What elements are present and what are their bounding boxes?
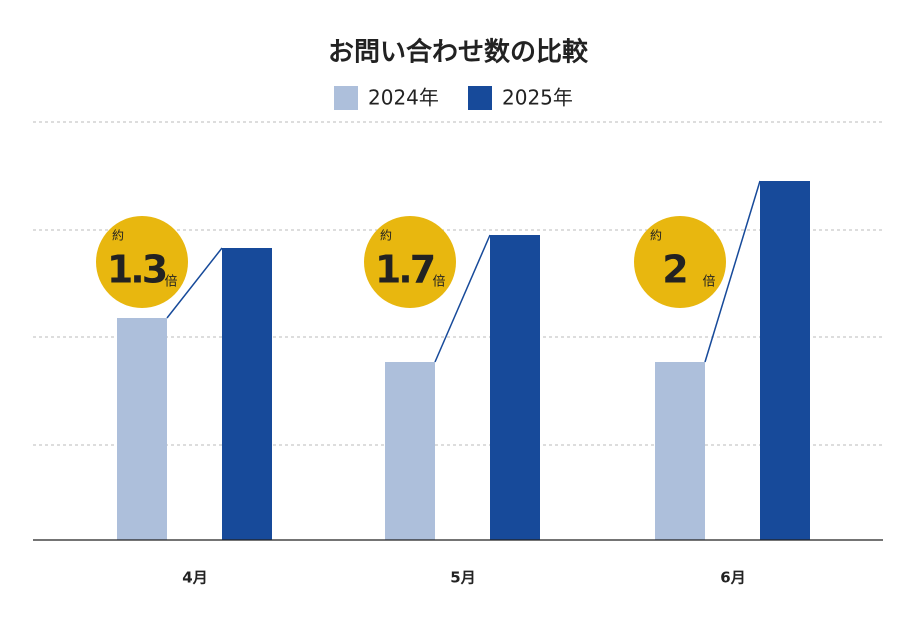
bar bbox=[117, 318, 167, 540]
ratio-value: 1.3 bbox=[107, 248, 166, 292]
bar bbox=[655, 362, 705, 540]
ratio-value: 1.7 bbox=[375, 248, 434, 292]
ratio-suffix: 倍 bbox=[702, 275, 715, 290]
ratio-suffix: 倍 bbox=[164, 275, 177, 290]
x-tick-label: 6月 bbox=[720, 569, 745, 587]
connector bbox=[704, 180, 761, 363]
legend-swatch bbox=[468, 86, 492, 110]
ratio-prefix: 約 bbox=[380, 228, 392, 243]
connector bbox=[166, 247, 223, 319]
legend-label: 2025年 bbox=[502, 86, 573, 110]
ratio-badge bbox=[96, 216, 188, 308]
bar bbox=[222, 248, 272, 540]
chart-title: お問い合わせ数の比較 bbox=[328, 37, 589, 68]
legend-swatch bbox=[334, 86, 358, 110]
ratio-suffix: 倍 bbox=[432, 275, 445, 290]
bar bbox=[760, 181, 810, 540]
ratio-prefix: 約 bbox=[112, 228, 124, 243]
ratio-prefix: 約 bbox=[650, 228, 662, 243]
ratio-badge bbox=[364, 216, 456, 308]
x-tick-label: 5月 bbox=[450, 569, 475, 587]
bar bbox=[385, 362, 435, 540]
bar bbox=[490, 235, 540, 540]
x-tick-label: 4月 bbox=[182, 569, 207, 587]
ratio-value: 2 bbox=[662, 248, 686, 292]
connector bbox=[434, 234, 491, 363]
ratio-badge bbox=[634, 216, 726, 308]
legend-label: 2024年 bbox=[368, 86, 439, 110]
